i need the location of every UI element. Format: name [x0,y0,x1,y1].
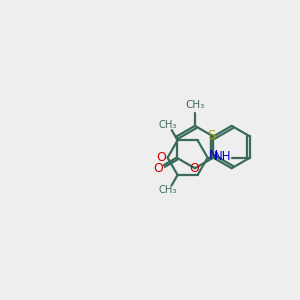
Text: O: O [156,151,166,164]
Text: O: O [153,162,163,175]
Text: CH₃: CH₃ [158,120,177,130]
Text: NH: NH [214,150,231,163]
Text: S: S [207,129,215,142]
Text: N: N [209,149,218,162]
Text: CH₃: CH₃ [185,100,205,110]
Text: CH₃: CH₃ [158,185,177,195]
Text: O: O [189,162,199,175]
